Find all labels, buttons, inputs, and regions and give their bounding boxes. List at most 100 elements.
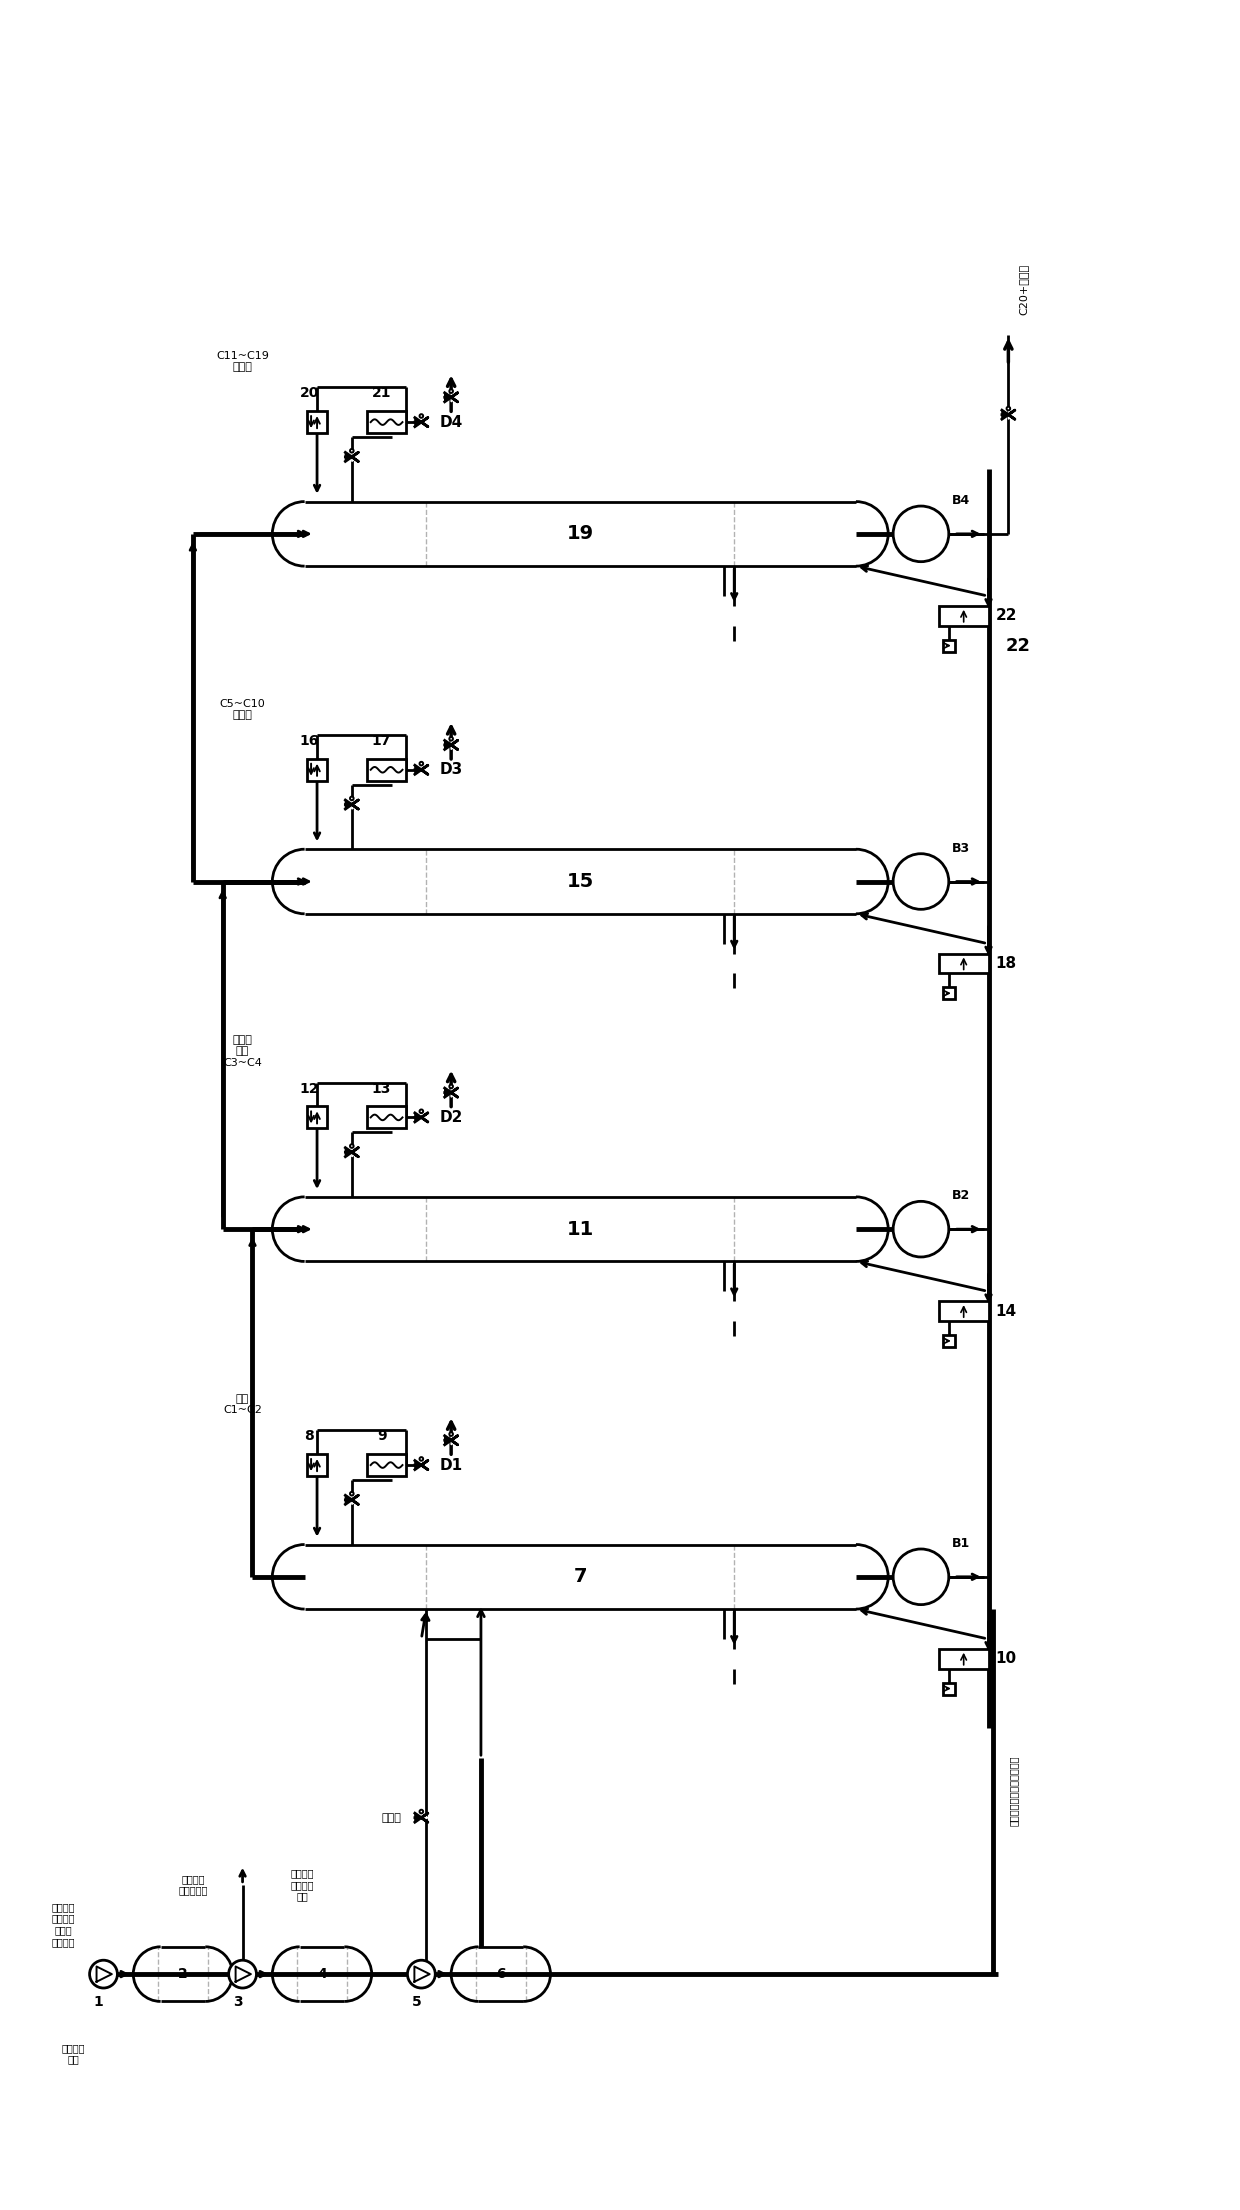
Circle shape [449,1085,453,1087]
Polygon shape [445,740,451,749]
PathPatch shape [273,849,856,913]
Polygon shape [415,1812,422,1823]
Text: C11~C19
馏分段: C11~C19 馏分段 [216,351,269,373]
Circle shape [449,389,453,393]
Text: B4: B4 [952,495,970,506]
Text: B2: B2 [952,1189,970,1202]
Polygon shape [352,1147,358,1156]
Polygon shape [422,1812,428,1823]
Bar [308,1107,327,1129]
Text: D4: D4 [439,415,463,429]
Text: D2: D2 [439,1109,463,1125]
Circle shape [350,1492,353,1496]
Circle shape [350,449,353,453]
Polygon shape [1002,411,1008,420]
Bar [308,411,327,433]
Bar [939,1649,988,1669]
Text: D3: D3 [439,762,463,778]
PathPatch shape [273,502,856,566]
Text: 22: 22 [1006,636,1030,654]
Text: 6: 6 [496,1967,506,1980]
Text: 2: 2 [179,1967,187,1980]
Polygon shape [346,1147,352,1156]
Text: C5~C10
馏分段: C5~C10 馏分段 [219,698,265,720]
Bar [367,411,407,433]
Bar [367,1454,407,1476]
Text: 11: 11 [567,1220,594,1238]
Text: 干气
C1~C2: 干气 C1~C2 [223,1395,262,1414]
Polygon shape [445,1087,451,1096]
Polygon shape [451,393,458,402]
Text: B3: B3 [952,842,970,855]
Circle shape [350,1145,353,1147]
Polygon shape [352,800,358,809]
Text: 9: 9 [377,1430,387,1443]
Polygon shape [352,1496,358,1505]
Polygon shape [422,765,428,774]
Polygon shape [352,453,358,462]
Circle shape [228,1960,257,1989]
Text: B1: B1 [952,1536,970,1549]
PathPatch shape [451,1947,523,2002]
Text: 22: 22 [996,608,1017,623]
Polygon shape [415,765,422,774]
Text: 21: 21 [372,387,392,400]
Circle shape [419,762,423,765]
Text: 17: 17 [372,734,392,747]
Text: 7: 7 [574,1567,587,1587]
PathPatch shape [134,1947,206,2002]
Polygon shape [451,740,458,749]
Circle shape [419,1109,423,1114]
Text: 8: 8 [304,1430,314,1443]
Circle shape [408,1960,435,1989]
Text: 4: 4 [317,1967,327,1980]
PathPatch shape [273,1947,345,2002]
Circle shape [419,1810,423,1814]
Bar [939,606,988,625]
Polygon shape [346,800,352,809]
Polygon shape [422,1114,428,1123]
Polygon shape [415,1114,422,1123]
Text: 16: 16 [299,734,319,747]
Bar [942,1335,955,1346]
Text: 循环气去
费托反应
装置: 循环气去 费托反应 装置 [290,1867,314,1901]
Text: 混合器: 混合器 [382,1812,402,1823]
Polygon shape [445,1436,451,1445]
Text: 12: 12 [299,1081,319,1096]
Circle shape [89,1960,118,1989]
Polygon shape [415,418,422,427]
Bar [942,988,955,999]
Circle shape [449,1432,453,1437]
Text: C20+馏分段: C20+馏分段 [1018,265,1028,316]
Text: 费托合成水去污水处理系统: 费托合成水去污水处理系统 [1008,1755,1018,1825]
Circle shape [449,736,453,740]
Text: 14: 14 [996,1304,1017,1319]
Text: 20: 20 [299,387,319,400]
Circle shape [350,796,353,800]
Polygon shape [422,418,428,427]
Circle shape [419,413,423,418]
Bar [367,1107,407,1129]
Text: D1: D1 [439,1459,463,1472]
Text: 费托合成
产品: 费托合成 产品 [62,2042,86,2064]
Bar [308,758,327,780]
Polygon shape [422,1461,428,1470]
Circle shape [419,1456,423,1461]
PathPatch shape [273,1198,856,1262]
Polygon shape [415,1461,422,1470]
Circle shape [893,853,949,908]
Text: 15: 15 [567,873,594,891]
Text: 3: 3 [233,1996,242,2009]
Bar [942,639,955,652]
Text: 费托合成
产品原料
进料泵
换热装置: 费托合成 产品原料 进料泵 换热装置 [52,1903,76,1947]
Text: 18: 18 [996,957,1017,970]
Text: 1: 1 [94,1996,103,2009]
Polygon shape [1008,411,1014,420]
Text: 19: 19 [567,524,594,544]
Bar [367,758,407,780]
Polygon shape [346,453,352,462]
Bar [939,953,988,972]
Circle shape [893,506,949,561]
Polygon shape [346,1496,352,1505]
Circle shape [893,1549,949,1604]
